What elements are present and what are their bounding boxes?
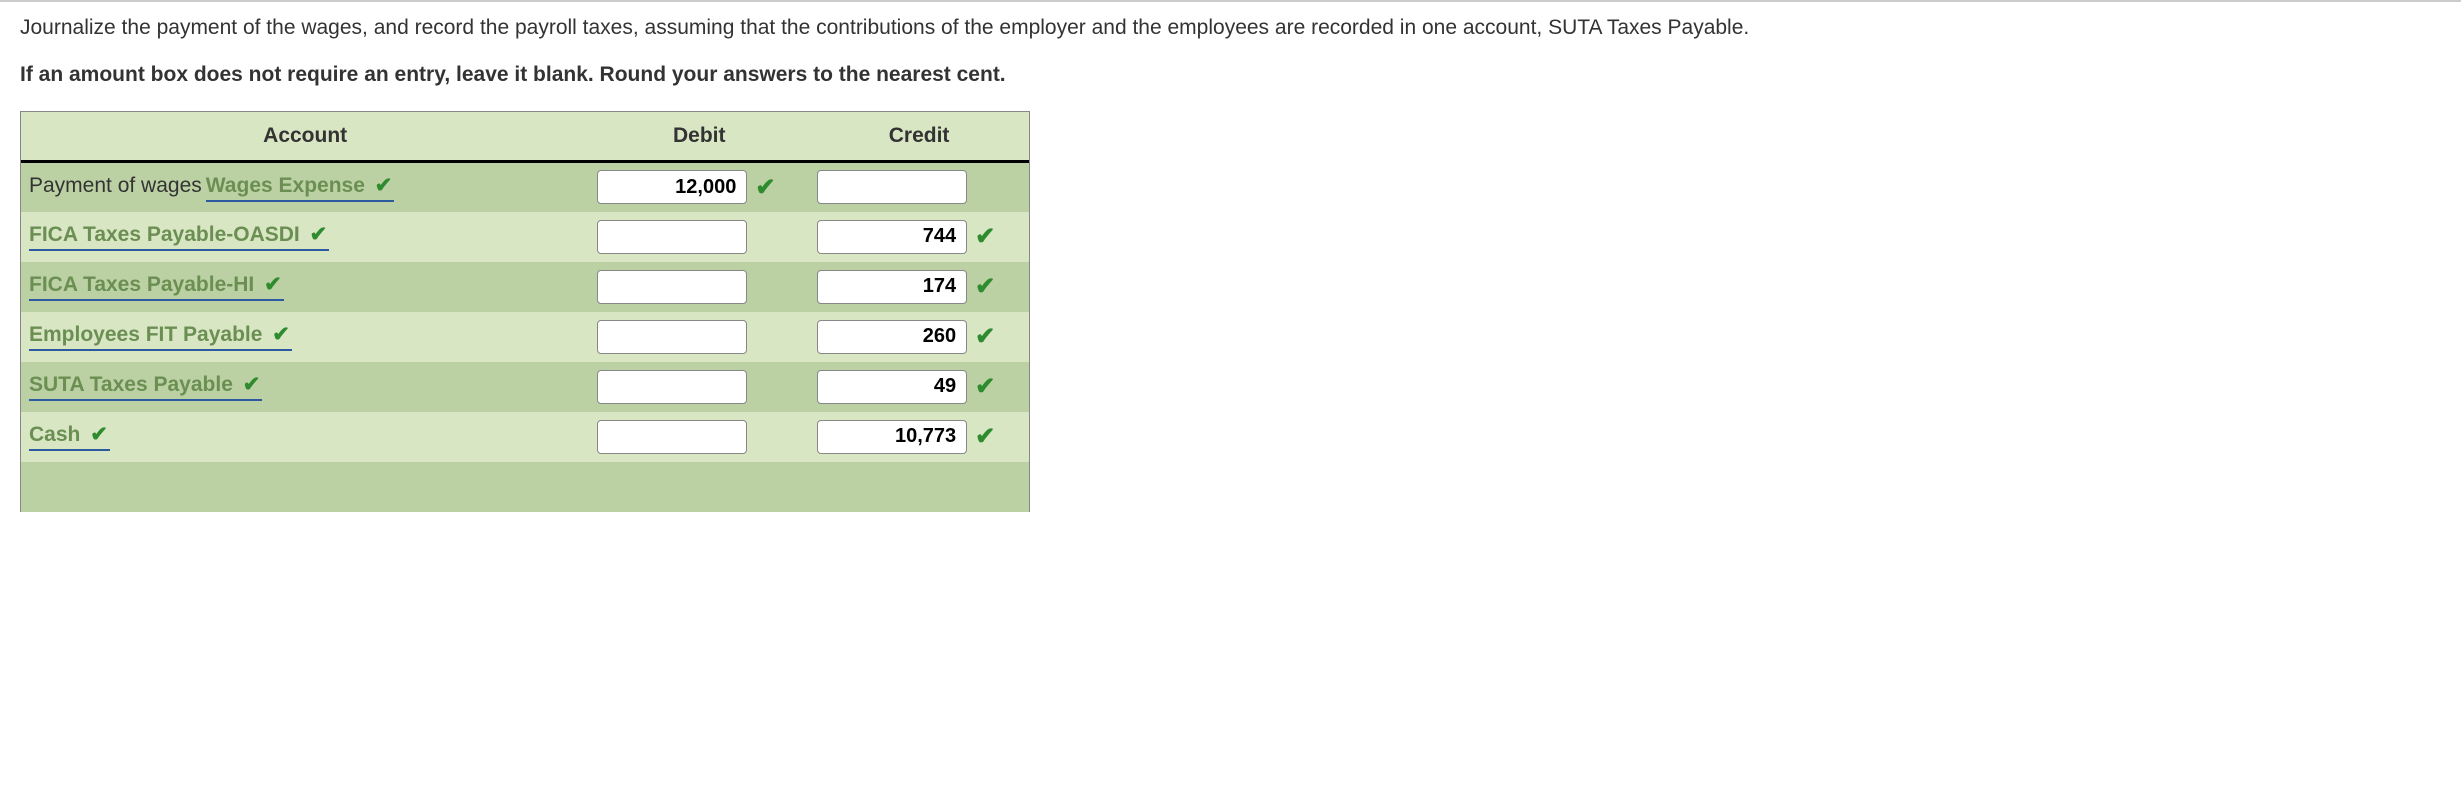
- credit-cell: ✔: [809, 212, 1029, 262]
- instruction-line-2: If an amount box does not require an ent…: [20, 59, 2451, 92]
- account-dropdown[interactable]: Wages Expense ✔: [206, 173, 395, 202]
- check-icon: ✔: [90, 423, 108, 446]
- debit-input[interactable]: [597, 170, 747, 204]
- credit-input[interactable]: [817, 370, 967, 404]
- credit-cell: ✔: [809, 262, 1029, 312]
- account-cell: Payment of wages Wages Expense ✔: [21, 162, 589, 212]
- table-row: Cash ✔✔: [21, 412, 1029, 462]
- table-row: FICA Taxes Payable-HI ✔✔: [21, 262, 1029, 312]
- table-row: [21, 462, 1029, 512]
- credit-cell: ✔: [809, 312, 1029, 362]
- check-icon: ✔: [975, 423, 995, 450]
- table-row: Employees FIT Payable ✔✔: [21, 312, 1029, 362]
- debit-cell: ✔: [589, 162, 809, 212]
- debit-input[interactable]: [597, 420, 747, 454]
- check-icon: ✔: [310, 223, 328, 246]
- debit-cell: [589, 412, 809, 462]
- credit-cell: [809, 162, 1029, 212]
- credit-input[interactable]: [817, 320, 967, 354]
- table-row: FICA Taxes Payable-OASDI ✔✔: [21, 212, 1029, 262]
- account-cell: SUTA Taxes Payable ✔: [21, 362, 589, 412]
- account-cell: FICA Taxes Payable-HI ✔: [21, 262, 589, 312]
- credit-cell: ✔: [809, 412, 1029, 462]
- credit-input[interactable]: [817, 420, 967, 454]
- check-icon: ✔: [975, 273, 995, 300]
- account-dropdown[interactable]: Employees FIT Payable ✔: [29, 322, 292, 351]
- check-icon: ✔: [975, 323, 995, 350]
- debit-cell: [589, 262, 809, 312]
- check-icon: ✔: [975, 223, 995, 250]
- debit-input[interactable]: [597, 270, 747, 304]
- account-dropdown[interactable]: FICA Taxes Payable-HI ✔: [29, 272, 284, 301]
- instructions-block: Journalize the payment of the wages, and…: [20, 12, 2451, 91]
- debit-input[interactable]: [597, 220, 747, 254]
- debit-cell: [589, 312, 809, 362]
- credit-input[interactable]: [817, 170, 967, 204]
- table-header-row: Account Debit Credit: [21, 112, 1029, 162]
- journal-table-container: Account Debit Credit Payment of wages Wa…: [20, 111, 1030, 512]
- debit-input[interactable]: [597, 370, 747, 404]
- check-icon: ✔: [975, 373, 995, 400]
- account-dropdown[interactable]: FICA Taxes Payable-OASDI ✔: [29, 222, 329, 251]
- check-icon: ✔: [375, 174, 393, 197]
- header-debit: Debit: [589, 112, 809, 162]
- check-icon: ✔: [755, 174, 775, 201]
- debit-input[interactable]: [597, 320, 747, 354]
- instruction-line-1: Journalize the payment of the wages, and…: [20, 12, 2451, 45]
- account-cell: Cash ✔: [21, 412, 589, 462]
- check-icon: ✔: [243, 373, 261, 396]
- check-icon: ✔: [264, 273, 282, 296]
- debit-cell: [589, 212, 809, 262]
- header-account: Account: [21, 112, 589, 162]
- account-cell: FICA Taxes Payable-OASDI ✔: [21, 212, 589, 262]
- credit-cell: ✔: [809, 362, 1029, 412]
- account-dropdown[interactable]: Cash ✔: [29, 422, 110, 451]
- table-row: SUTA Taxes Payable ✔✔: [21, 362, 1029, 412]
- account-cell: Employees FIT Payable ✔: [21, 312, 589, 362]
- table-row: Payment of wages Wages Expense ✔✔: [21, 162, 1029, 212]
- debit-cell: [589, 362, 809, 412]
- row-label: Payment of wages: [29, 174, 202, 198]
- journal-table: Account Debit Credit Payment of wages Wa…: [21, 112, 1029, 512]
- account-dropdown[interactable]: SUTA Taxes Payable ✔: [29, 372, 262, 401]
- credit-input[interactable]: [817, 270, 967, 304]
- check-icon: ✔: [272, 323, 290, 346]
- header-credit: Credit: [809, 112, 1029, 162]
- credit-input[interactable]: [817, 220, 967, 254]
